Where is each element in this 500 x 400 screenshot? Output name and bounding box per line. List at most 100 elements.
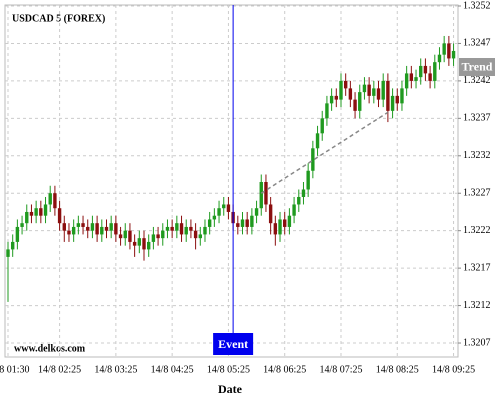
candle-body — [334, 95, 338, 100]
candle-body — [29, 211, 34, 216]
candle-body — [86, 226, 90, 231]
candle-body — [400, 88, 404, 104]
candle-body — [109, 223, 113, 231]
candle-body — [301, 189, 306, 197]
candle-body — [123, 230, 127, 239]
candle-body — [283, 219, 287, 227]
trend-badge — [459, 58, 495, 76]
candle-body — [311, 148, 315, 171]
candle-body — [372, 88, 376, 96]
candle-body — [118, 234, 123, 239]
candle-body — [442, 43, 446, 55]
candle-body — [259, 182, 263, 209]
x-tick-label: 14/8 06:25 — [263, 364, 306, 375]
candle-body — [329, 95, 334, 104]
candle-body — [254, 208, 259, 216]
trend-label: Trend — [462, 59, 493, 73]
x-tick-label: 14/8 02:25 — [38, 364, 81, 375]
candle-body — [184, 226, 188, 235]
candle-body — [292, 204, 296, 216]
candle-body — [203, 226, 207, 235]
candle-body — [132, 241, 137, 246]
candle-body — [170, 226, 174, 231]
candle-body — [198, 234, 202, 239]
x-tick-label: 14/8 04:25 — [151, 364, 194, 375]
candle-body — [100, 226, 104, 235]
y-tick-label: 1.3212 — [463, 300, 491, 311]
candle-body — [250, 215, 254, 227]
candle-body — [128, 230, 132, 242]
x-tick-label: 14/8 05:25 — [207, 364, 250, 375]
candle-body — [386, 80, 390, 111]
candle-body — [353, 99, 357, 111]
candle-body — [320, 118, 324, 134]
candle-body — [428, 73, 432, 81]
candle-body — [358, 92, 362, 111]
x-tick-label: 14/8 03:25 — [94, 364, 137, 375]
candle-body — [240, 219, 245, 227]
y-tick-label: 1.3207 — [463, 337, 491, 348]
candle-body — [43, 204, 48, 216]
candle-body — [297, 196, 301, 205]
candle-body — [367, 84, 371, 96]
candle-body — [315, 133, 320, 149]
candle-body — [437, 54, 442, 63]
event-label: Event — [218, 337, 248, 351]
candle-body — [236, 223, 240, 227]
candle-body — [343, 80, 348, 89]
candle-body — [151, 234, 156, 242]
candle-body — [104, 226, 109, 231]
candle-body — [447, 43, 451, 59]
candle-body — [165, 226, 170, 231]
y-tick-label: 1.3217 — [463, 262, 491, 273]
candle-body — [39, 208, 43, 216]
candle-body — [114, 223, 118, 235]
y-tick-label: 1.3222 — [463, 225, 491, 236]
y-tick-label: 1.3252 — [463, 0, 491, 11]
candle-body — [193, 230, 198, 239]
candle-body — [10, 241, 15, 250]
candle-body — [6, 249, 10, 257]
candle-body — [25, 211, 29, 224]
candle-body — [62, 223, 66, 231]
x-tick-label: 14/8 09:25 — [432, 364, 475, 375]
candle-body — [20, 223, 24, 227]
candle-body — [207, 219, 212, 227]
candle-body — [90, 223, 95, 231]
candle-body — [147, 241, 151, 250]
candle-body — [67, 230, 71, 235]
candle-body — [325, 103, 329, 119]
candle-body — [419, 65, 423, 78]
candle-body — [414, 77, 418, 81]
candle-body — [268, 204, 273, 224]
candle-body — [95, 223, 99, 235]
candle-body — [273, 223, 278, 235]
candle-body — [423, 65, 428, 74]
candle-body — [222, 204, 226, 209]
candle-body — [278, 219, 282, 235]
candle-body — [53, 193, 57, 209]
candle-body — [395, 95, 399, 104]
candle-body — [433, 62, 437, 81]
candle-body — [15, 226, 20, 242]
y-tick-label: 1.3247 — [463, 38, 491, 49]
candle-body — [451, 50, 456, 59]
candle-body — [175, 223, 179, 231]
candle-body — [306, 170, 310, 190]
candle-body — [390, 95, 395, 111]
candle-body — [339, 80, 343, 100]
candle-body — [409, 73, 414, 81]
candle-body — [212, 215, 217, 220]
x-tick-label: 14/8 01:30 — [0, 364, 30, 375]
candle-body — [376, 88, 381, 100]
candle-body — [217, 208, 221, 216]
plot-frame — [4, 4, 459, 358]
candle-body — [189, 226, 193, 231]
candle-body — [48, 193, 52, 205]
candle-body — [226, 204, 231, 212]
y-tick-label: 1.3227 — [463, 188, 491, 199]
candle-body — [245, 219, 249, 227]
x-tick-label: 14/8 08:25 — [376, 364, 419, 375]
candle-body — [81, 223, 85, 227]
